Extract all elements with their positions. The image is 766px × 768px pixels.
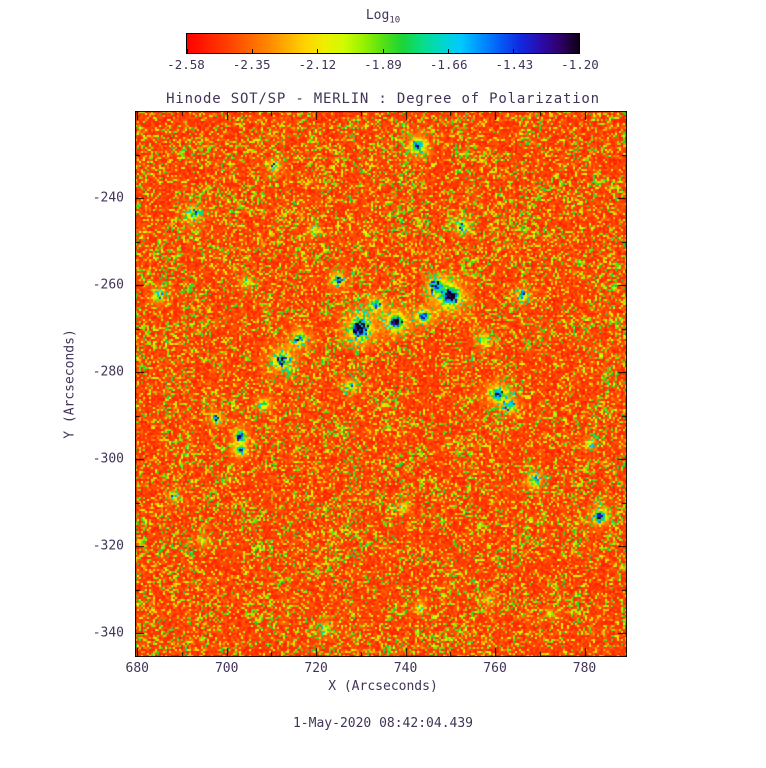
x-tick-label: 740 [393,661,418,676]
colorbar-tick-mark [513,49,515,53]
y-tick-label: -240 [92,190,124,206]
x-tick-label: 680 [125,661,149,676]
colorbar-tick-label: -2.58 [167,57,205,72]
y-tick-label: -320 [92,538,124,554]
y-tick-label: -340 [92,625,124,641]
y-axis-tick-labels: -240 -260 -280 -300 -320 -340 [80,111,130,657]
x-tick-label: 760 [483,661,507,676]
y-tick-label: -280 [92,364,124,380]
y-tick-label: -300 [92,451,124,467]
timestamp-caption: 1-May-2020 08:42:04.439 [292,716,473,731]
colorbar-title-main: Log [365,8,390,23]
x-tick-label: 700 [214,661,239,676]
colorbar-tick-mark [382,49,384,53]
plot-title: Hinode SOT/SP - MERLIN : Degree of Polar… [166,91,600,107]
y-tick-label: -260 [92,277,124,293]
colorbar-title-sub: 10 [389,15,401,26]
x-axis-label: X (Arcseconds) [328,679,438,694]
x-tick-label: 720 [304,661,328,676]
colorbar-title: Log10 [0,8,766,26]
colorbar-tick-mark [578,49,580,53]
colorbar-tick-mark [317,49,319,53]
colorbar-tick-labels: -2.58 -2.35 -2.12 -1.89 -1.66 -1.43 -1.20 [167,57,599,72]
heatmap-canvas [135,111,627,657]
colorbar-tick-mark [251,49,253,53]
colorbar-tick-label: -1.43 [495,57,534,72]
colorbar-gradient [186,33,580,54]
x-axis-tick-labels: 680 700 720 740 760 780 [125,661,627,676]
colorbar-tick-label: -1.66 [429,57,468,72]
colorbar-tick-label: -1.89 [364,57,402,72]
colorbar-tick-label: -2.35 [232,57,271,72]
colorbar-tick-mark [447,49,449,53]
colorbar-tick-mark [186,49,188,53]
colorbar-tick-label: -1.20 [561,57,599,72]
x-tick-label: 780 [572,661,597,676]
y-axis-label: Y (Arcseconds) [62,329,78,439]
colorbar-tick-label: -2.12 [298,57,337,72]
